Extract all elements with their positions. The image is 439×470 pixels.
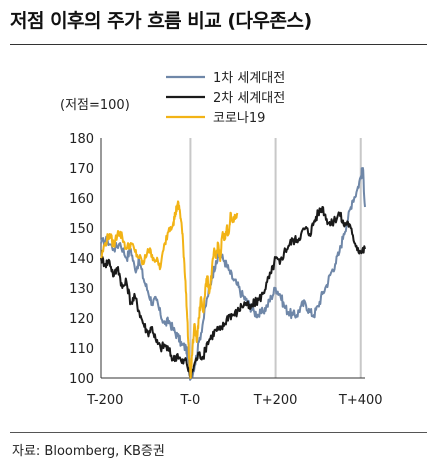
series-line <box>100 167 366 381</box>
y-tick-label: 120 <box>69 312 94 327</box>
y-tick-label: 160 <box>69 192 94 207</box>
legend-label: 1차 세계대전 <box>213 71 285 86</box>
chart-title: 저점 이후의 주가 흐름 비교 (다우존스) <box>10 10 312 32</box>
series-line <box>100 200 239 379</box>
x-tick-label: T-200 <box>86 393 123 408</box>
y-tick-label: 150 <box>69 222 94 237</box>
legend-label: 2차 세계대전 <box>213 91 285 106</box>
x-tick-label: T-0 <box>180 393 201 408</box>
x-tick-label: T+200 <box>253 393 298 408</box>
y-tick-labels: 100 110 120 130 140 150 160 170 180 <box>69 132 94 387</box>
y-tick-label: 130 <box>69 282 94 297</box>
unit-label: (저점=100) <box>60 98 130 113</box>
legend-label: 코로나19 <box>213 111 265 126</box>
series-line <box>100 206 366 379</box>
source-note: 자료: Bloomberg, KB증권 <box>12 444 165 459</box>
x-tick-label: T+400 <box>338 393 383 408</box>
y-tick-label: 110 <box>69 342 94 357</box>
x-tick-labels: T-200 T-0 T+200 T+400 <box>86 393 382 408</box>
footer-rule <box>10 432 427 433</box>
title-rule <box>10 44 427 45</box>
y-tick-label: 140 <box>69 252 94 267</box>
y-tick-label: 100 <box>69 372 94 387</box>
y-tick-label: 180 <box>69 132 94 147</box>
series-lines <box>100 167 366 381</box>
y-tick-label: 170 <box>69 162 94 177</box>
